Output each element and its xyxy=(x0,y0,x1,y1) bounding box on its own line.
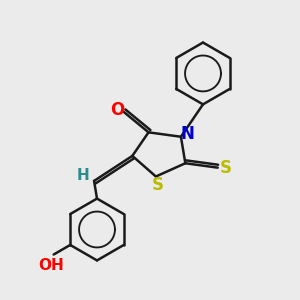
Text: OH: OH xyxy=(38,258,64,273)
Text: H: H xyxy=(76,168,89,183)
Text: S: S xyxy=(220,159,232,177)
Text: N: N xyxy=(181,125,194,143)
Text: O: O xyxy=(110,101,124,119)
Text: S: S xyxy=(152,176,164,194)
